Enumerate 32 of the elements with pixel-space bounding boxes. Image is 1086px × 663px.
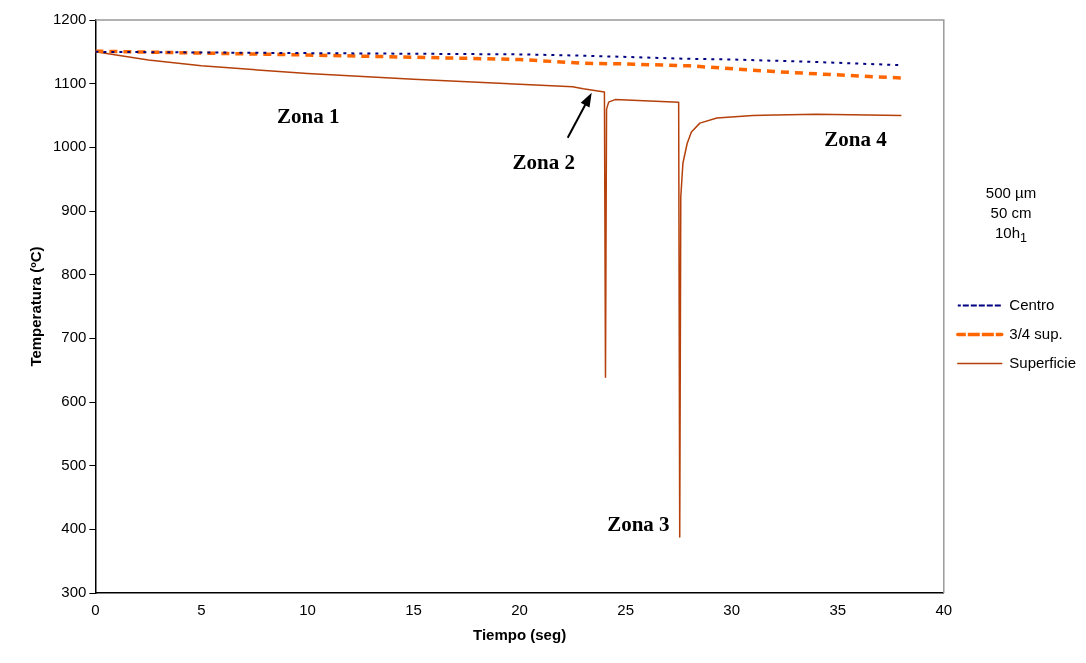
y-tick-label: 800 [61,264,87,282]
annotation: Zona 2 [512,150,575,175]
legend-label: Centro [1009,295,1055,313]
legend-label: Superficie [1009,353,1076,371]
x-axis-title: Tiempo (seg) [473,626,567,644]
y-tick-label: 900 [61,201,87,219]
annotation: Zona 3 [607,511,670,536]
y-tick-label: 300 [61,583,87,601]
annotation: Zona 4 [824,126,888,151]
legend-label: 3/4 sup. [1009,324,1063,342]
annotation: Zona 1 [277,103,340,128]
y-axis-title: Temperatura (ºC) [27,246,45,367]
x-tick-label: 5 [197,601,206,619]
x-tick-label: 10 [299,601,316,619]
x-tick-label: 30 [723,601,741,619]
x-tick-label: 25 [617,601,634,619]
y-tick-label: 700 [61,328,87,346]
x-tick-label: 0 [91,601,100,619]
x-tick-label: 40 [935,601,953,619]
x-tick-label: 15 [405,601,422,619]
text: 500 µm [984,183,1038,203]
y-tick-label: 400 [61,519,87,537]
y-tick-label: 600 [61,392,87,410]
y-tick-label: 1200 [52,10,87,28]
y-tick-label: 500 [61,455,87,473]
y-tick-label: 1100 [54,73,87,91]
text: 50 cm [989,203,1033,223]
x-tick-label: 35 [829,601,847,619]
line-series [95,49,904,80]
x-tick-label: 20 [511,601,528,619]
text: 10h$_{1}$ [994,223,1028,247]
y-tick-label: 1000 [52,137,87,155]
